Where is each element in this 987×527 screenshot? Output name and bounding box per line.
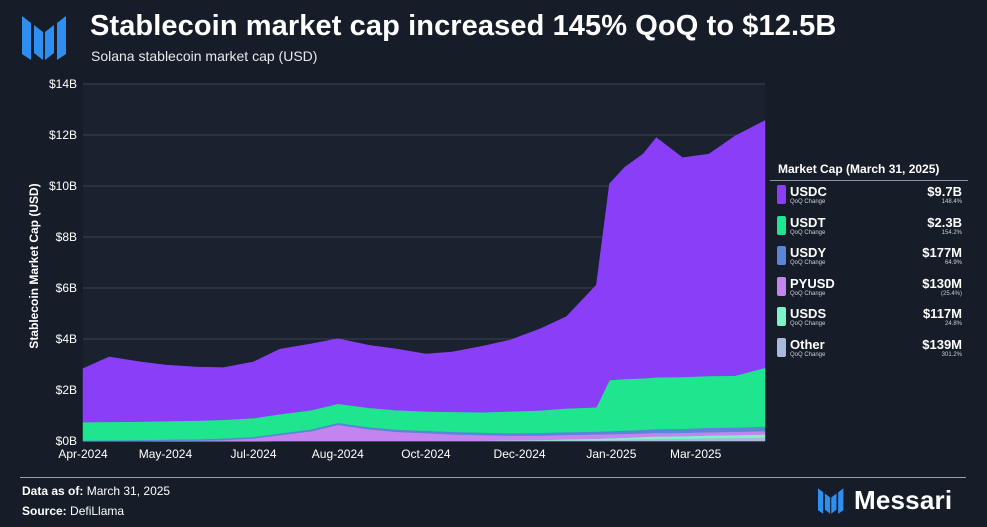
y-tick-label: $14B: [49, 77, 77, 91]
legend-change: (25.4%): [940, 290, 962, 297]
x-tick-label: May-2024: [139, 447, 193, 461]
area-series: [82, 120, 766, 442]
legend-name: USDY: [790, 245, 827, 260]
legend-swatch: [777, 307, 786, 326]
chart-subtitle: Solana stablecoin market cap (USD): [91, 48, 318, 64]
legend-item-usdy: USDY QoQ Change $177M 64.9%: [770, 242, 968, 273]
x-tick-label: Dec-2024: [494, 447, 546, 461]
data-as-of-label: Data as of:: [22, 484, 84, 498]
legend-value: $130M: [922, 275, 962, 291]
legend-panel: Market Cap (March 31, 2025) USDC QoQ Chan…: [770, 158, 968, 364]
legend-sub-label: QoQ Change: [790, 229, 826, 236]
x-tick-label: Mar-2025: [670, 447, 722, 461]
legend-name: USDT: [790, 214, 826, 230]
y-tick-label: $12B: [49, 128, 77, 142]
legend-swatch: [777, 246, 786, 265]
x-tick-label: Oct-2024: [401, 447, 451, 461]
legend-sub-label: QoQ Change: [790, 290, 826, 297]
x-tick-labels: Apr-2024 May-2024 Jul-2024 Aug-2024 Oct-2024…: [58, 447, 721, 461]
legend-sub-label: QoQ Change: [790, 260, 826, 266]
footer-divider: [20, 477, 966, 478]
y-tick-labels: $0B $2B $4B $6B $8B $10B $12B $14B: [49, 77, 77, 448]
legend-change: 154.2%: [941, 229, 962, 236]
legend-sub-label: QoQ Change: [790, 199, 826, 205]
x-tick-label: Jan-2025: [586, 447, 636, 461]
x-tick-label: Apr-2024: [58, 447, 108, 461]
legend-item-usds: USDS QoQ Change $117M 24.8%: [770, 303, 968, 334]
x-tick-label: Aug-2024: [312, 447, 364, 461]
legend-item-usdt: USDT QoQ Change $2.3B 154.2%: [770, 212, 968, 243]
legend-change: 64.9%: [944, 260, 962, 266]
legend-change: 24.8%: [944, 321, 962, 327]
legend-sub-label: QoQ Change: [790, 351, 826, 358]
legend-change: 148.4%: [941, 199, 962, 205]
y-tick-label: $10B: [49, 179, 77, 193]
legend-title: Market Cap (March 31, 2025): [770, 158, 968, 181]
legend-change: 301.2%: [941, 351, 962, 358]
data-as-of-value: March 31, 2025: [86, 484, 171, 498]
data-as-of: Data as of: March 31, 2025: [22, 484, 170, 498]
legend-name: PYUSD: [790, 275, 835, 291]
legend-swatch: [777, 215, 786, 235]
legend-name: USDS: [790, 306, 827, 321]
y-tick-label: $2B: [56, 383, 77, 397]
source-value: DefiLlama: [70, 504, 125, 518]
source: Source: DefiLlama: [22, 504, 124, 518]
chart-title: Stablecoin market cap increased 145% QoQ…: [90, 10, 837, 42]
legend-swatch: [777, 185, 786, 204]
stacked-area-chart: $0B $2B $4B $6B $8B $10B $12B $14B Apr-2024 May-…: [49, 77, 766, 461]
y-tick-label: $4B: [56, 332, 77, 346]
legend-value: $139M: [922, 336, 962, 352]
messari-brand-icon: [818, 488, 844, 514]
legend-value: $9.7B: [927, 184, 962, 199]
legend-value: $117M: [922, 306, 962, 321]
x-tick-label: Jul-2024: [230, 447, 276, 461]
legend-sub-label: QoQ Change: [790, 321, 826, 327]
y-tick-label: $6B: [56, 281, 77, 295]
legend-item-other: Other QoQ Change $139M 301.2%: [770, 334, 968, 365]
legend-value: $2.3B: [927, 214, 962, 230]
legend-name: USDC: [790, 184, 827, 199]
source-label: Source:: [22, 504, 67, 518]
area-series-usdc: [82, 120, 766, 423]
legend-swatch: [777, 276, 786, 296]
brand-mark: Messari: [818, 485, 968, 517]
legend-swatch: [777, 337, 786, 357]
y-tick-label: $0B: [56, 434, 77, 448]
brand-name: Messari: [854, 485, 953, 515]
legend-item-usdc: USDC QoQ Change $9.7B 148.4%: [770, 181, 968, 212]
y-tick-label: $8B: [56, 230, 77, 244]
legend-item-pyusd: PYUSD QoQ Change $130M (25.4%): [770, 273, 968, 304]
messari-logo-icon: [22, 16, 66, 60]
legend-name: Other: [790, 336, 825, 352]
legend-value: $177M: [922, 245, 962, 260]
